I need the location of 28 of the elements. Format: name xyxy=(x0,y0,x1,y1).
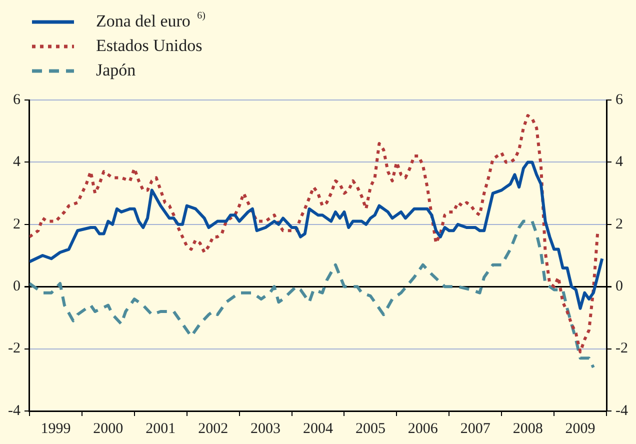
x-tick-label: 2009 xyxy=(565,420,596,437)
y2-tick-label: -2 xyxy=(616,340,628,357)
x-tick-label: 2000 xyxy=(93,420,124,437)
legend-label: Estados Unidos xyxy=(96,36,202,55)
x-tick-label: 1999 xyxy=(40,420,71,437)
x-tick-label: 2001 xyxy=(146,420,176,437)
y-tick-label: -2 xyxy=(8,340,20,357)
y2-tick-label: 0 xyxy=(616,278,624,295)
x-tick-label: 2005 xyxy=(355,420,386,437)
x-tick-label: 2008 xyxy=(512,420,543,437)
y-tick-label: 6 xyxy=(12,92,21,108)
y2-tick-label: 6 xyxy=(616,92,624,108)
x-tick-label: 2004 xyxy=(303,420,334,437)
y-tick-label: 2 xyxy=(12,216,20,232)
x-tick-label: 2002 xyxy=(198,420,228,437)
y-tick-label: 4 xyxy=(12,154,21,170)
line-series xyxy=(29,114,600,354)
x-tick-label: 2007 xyxy=(460,420,491,437)
y2-tick-label: 4 xyxy=(616,154,624,170)
legend-label: Zona del euro 6) xyxy=(96,10,206,30)
x-tick-label: 2003 xyxy=(250,420,281,437)
legend-label: Japón xyxy=(96,60,136,80)
line-series xyxy=(29,220,595,369)
y2-tick-label: -4 xyxy=(616,402,628,419)
y2-tick-label: 2 xyxy=(616,216,624,232)
y-tick-label: 0 xyxy=(12,278,20,295)
x-tick-label: 2006 xyxy=(408,420,438,437)
y-tick-label: -4 xyxy=(8,402,21,419)
